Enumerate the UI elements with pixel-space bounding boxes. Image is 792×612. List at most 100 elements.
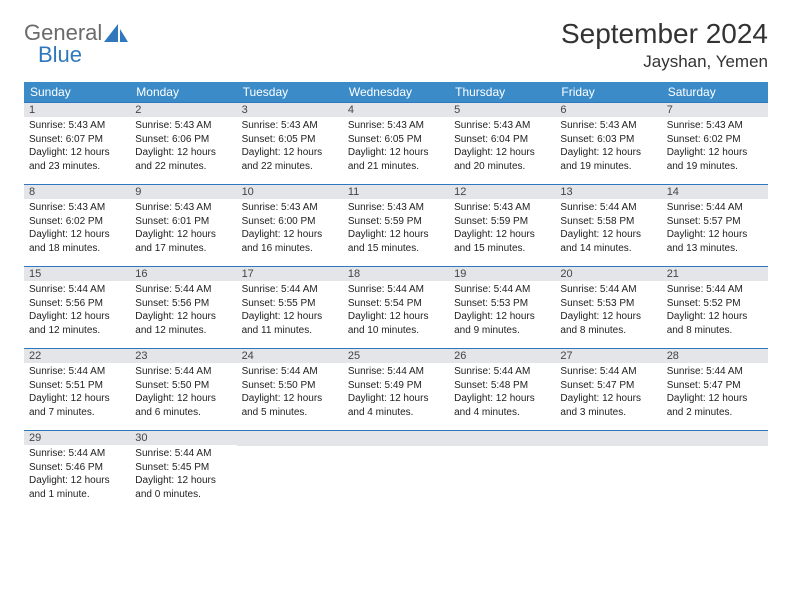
day-number [237,430,343,446]
day-line-sr: Sunrise: 5:44 AM [348,365,444,379]
day-number: 11 [343,184,449,199]
day-line-sr: Sunrise: 5:44 AM [135,447,231,461]
calendar-day-cell: 7Sunrise: 5:43 AMSunset: 6:02 PMDaylight… [662,102,768,184]
day-line-d2: and 6 minutes. [135,406,231,420]
day-number: 6 [555,102,661,117]
calendar-day-cell: 27 Sunrise: 5:44 AMSunset: 5:47 PMDayligh… [555,348,661,430]
day-line-d1: Daylight: 12 hours [348,392,444,406]
day-details: Sunrise: 5:43 AMSunset: 6:05 PMDaylight:… [237,117,343,177]
day-line-ss: Sunset: 5:45 PM [135,461,231,475]
calendar-day-cell: 15Sunrise: 5:44 AMSunset: 5:56 PMDayligh… [24,266,130,348]
day-line-sr: Sunrise: 5:43 AM [135,119,231,133]
day-line-d1: Daylight: 12 hours [135,228,231,242]
day-line-d1: Daylight: 12 hours [454,228,550,242]
day-line-d2: and 8 minutes. [560,324,656,338]
calendar-day-cell: 14Sunrise: 5:44 AMSunset: 5:57 PMDayligh… [662,184,768,266]
day-line-sr: Sunrise: 5:44 AM [667,201,763,215]
day-number: 16 [130,266,236,281]
calendar-day-cell: 2Sunrise: 5:43 AMSunset: 6:06 PMDaylight… [130,102,236,184]
day-line-ss: Sunset: 6:07 PM [29,133,125,147]
calendar-day-cell: 16Sunrise: 5:44 AMSunset: 5:56 PMDayligh… [130,266,236,348]
day-line-sr: Sunrise: 5:44 AM [29,283,125,297]
day-number: 17 [237,266,343,281]
calendar-day-cell: 4Sunrise: 5:43 AMSunset: 6:05 PMDaylight… [343,102,449,184]
day-details: Sunrise: 5:44 AMSunset: 5:51 PMDaylight:… [24,363,130,423]
day-number: 13 [555,184,661,199]
day-line-ss: Sunset: 5:52 PM [667,297,763,311]
day-line-d2: and 12 minutes. [135,324,231,338]
day-line-d2: and 13 minutes. [667,242,763,256]
calendar-week: 15Sunrise: 5:44 AMSunset: 5:56 PMDayligh… [24,266,768,348]
day-details: Sunrise: 5:44 AMSunset: 5:53 PMDaylight:… [449,281,555,341]
day-line-d2: and 21 minutes. [348,160,444,174]
day-line-ss: Sunset: 5:47 PM [560,379,656,393]
day-line-d2: and 16 minutes. [242,242,338,256]
day-number: 22 [24,348,130,363]
day-number: 19 [449,266,555,281]
day-number [343,430,449,446]
day-line-ss: Sunset: 6:01 PM [135,215,231,229]
day-line-sr: Sunrise: 5:44 AM [667,283,763,297]
day-line-ss: Sunset: 6:05 PM [348,133,444,147]
day-details: Sunrise: 5:44 AMSunset: 5:56 PMDaylight:… [130,281,236,341]
calendar-body: 1Sunrise: 5:43 AMSunset: 6:07 PMDaylight… [24,102,768,512]
day-details [343,446,449,506]
day-details: Sunrise: 5:43 AMSunset: 6:07 PMDaylight:… [24,117,130,177]
calendar-day-cell [449,430,555,512]
title-block: September 2024 Jayshan, Yemen [561,18,768,72]
day-number: 30 [130,430,236,445]
day-line-sr: Sunrise: 5:44 AM [560,365,656,379]
logo-text: General Blue [24,22,102,66]
day-line-d2: and 12 minutes. [29,324,125,338]
day-line-d1: Daylight: 12 hours [29,474,125,488]
day-line-d1: Daylight: 12 hours [135,146,231,160]
day-line-d1: Daylight: 12 hours [348,228,444,242]
day-line-d1: Daylight: 12 hours [454,310,550,324]
day-line-d2: and 4 minutes. [454,406,550,420]
day-details: Sunrise: 5:43 AMSunset: 6:03 PMDaylight:… [555,117,661,177]
weekday-header: Saturday [662,82,768,102]
day-details: Sunrise: 5:44 AMSunset: 5:53 PMDaylight:… [555,281,661,341]
day-number: 2 [130,102,236,117]
calendar-day-cell: 12Sunrise: 5:43 AMSunset: 5:59 PMDayligh… [449,184,555,266]
day-line-d1: Daylight: 12 hours [560,392,656,406]
day-details [449,446,555,506]
day-line-d2: and 19 minutes. [560,160,656,174]
day-number: 15 [24,266,130,281]
day-line-d2: and 17 minutes. [135,242,231,256]
day-number: 27 [555,348,661,363]
calendar-day-cell: 26Sunrise: 5:44 AMSunset: 5:48 PMDayligh… [449,348,555,430]
weekday-header: Monday [130,82,236,102]
day-details: Sunrise: 5:43 AMSunset: 6:04 PMDaylight:… [449,117,555,177]
day-details [662,446,768,506]
calendar-day-cell: 9Sunrise: 5:43 AMSunset: 6:01 PMDaylight… [130,184,236,266]
day-line-d1: Daylight: 12 hours [667,392,763,406]
calendar-day-cell [237,430,343,512]
day-line-d1: Daylight: 12 hours [348,146,444,160]
day-line-ss: Sunset: 5:58 PM [560,215,656,229]
day-number: 7 [662,102,768,117]
calendar-day-cell: 5Sunrise: 5:43 AMSunset: 6:04 PMDaylight… [449,102,555,184]
day-line-ss: Sunset: 5:57 PM [667,215,763,229]
day-line-d2: and 11 minutes. [242,324,338,338]
day-line-sr: Sunrise: 5:44 AM [560,283,656,297]
day-details: Sunrise: 5:43 AMSunset: 6:01 PMDaylight:… [130,199,236,259]
day-number: 20 [555,266,661,281]
day-line-sr: Sunrise: 5:44 AM [242,283,338,297]
day-line-ss: Sunset: 5:53 PM [454,297,550,311]
calendar-day-cell: 17Sunrise: 5:44 AMSunset: 5:55 PMDayligh… [237,266,343,348]
day-line-d1: Daylight: 12 hours [29,392,125,406]
day-line-ss: Sunset: 6:02 PM [29,215,125,229]
day-line-d2: and 10 minutes. [348,324,444,338]
day-number [662,430,768,446]
month-title: September 2024 [561,18,768,50]
day-line-d1: Daylight: 12 hours [454,146,550,160]
day-number: 3 [237,102,343,117]
calendar-day-cell [343,430,449,512]
calendar-week: 1Sunrise: 5:43 AMSunset: 6:07 PMDaylight… [24,102,768,184]
day-line-sr: Sunrise: 5:43 AM [29,201,125,215]
day-number [449,430,555,446]
day-line-sr: Sunrise: 5:43 AM [454,201,550,215]
day-line-ss: Sunset: 5:54 PM [348,297,444,311]
day-number [555,430,661,446]
